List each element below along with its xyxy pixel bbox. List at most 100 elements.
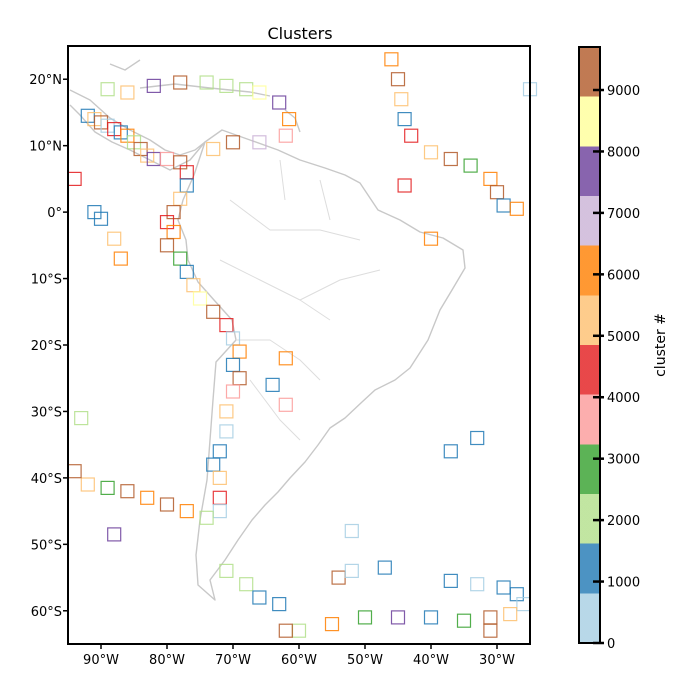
x-tick-label-5: 40°W — [413, 653, 449, 668]
colorbar-ticks: 0 1000 2000 3000 4000 5000 6000 7000 8000 9000 — [593, 84, 640, 652]
plot-area — [68, 46, 530, 644]
cluster-point-81 — [357, 610, 373, 625]
cluster-point-41 — [140, 490, 155, 505]
cluster-point-94 — [443, 444, 458, 459]
cluster-point-32 — [219, 424, 234, 439]
cluster-point-87 — [377, 560, 392, 575]
cluster-point-90 — [219, 563, 234, 579]
cluster-point-23 — [192, 291, 208, 306]
cluster-point-60 — [384, 52, 399, 67]
cluster-point-31 — [219, 404, 234, 419]
cluster-point-80 — [390, 610, 406, 625]
cluster-point-65 — [423, 145, 439, 160]
cluster-point-19 — [159, 238, 175, 253]
cluster-point-46 — [100, 82, 115, 97]
cluster-point-44 — [80, 477, 95, 492]
cluster-point-39 — [179, 504, 194, 519]
cluster-point-56 — [278, 128, 293, 143]
cluster-point-63 — [397, 111, 412, 127]
colorbar-tick-label-3: 3000 — [607, 453, 640, 468]
cluster-point-43 — [100, 480, 115, 495]
cluster-point-66 — [443, 151, 458, 167]
cluster-point-106 — [397, 178, 412, 193]
cluster-point-93 — [344, 523, 359, 539]
cluster-point-50 — [199, 75, 214, 90]
x-tick-label-2: 70°W — [215, 653, 251, 668]
colorbar — [578, 46, 601, 644]
cluster-point-84 — [278, 623, 293, 638]
cluster-point-48 — [146, 78, 161, 94]
y-tick-label-5: 30°S — [31, 405, 62, 420]
cluster-point-40 — [159, 497, 175, 512]
cluster-point-24 — [206, 304, 221, 319]
colorbar-tick-label-8: 8000 — [607, 145, 640, 160]
y-tick-label-1: 10°N — [29, 140, 62, 155]
cluster-point-72 — [470, 577, 485, 592]
cluster-point-108 — [265, 377, 280, 392]
colorbar-tick-label-2: 2000 — [607, 514, 640, 529]
cluster-point-58 — [225, 135, 241, 150]
cluster-point-102 — [107, 231, 122, 246]
cluster-point-86 — [344, 563, 359, 579]
x-tick-label-3: 60°W — [281, 653, 317, 668]
y-tick-label-4: 20°S — [31, 339, 62, 354]
cluster-point-96 — [483, 623, 498, 638]
colorbar-tick-label-1: 1000 — [607, 576, 640, 591]
y-tick-label-2: 0° — [47, 206, 62, 221]
cluster-point-53 — [252, 85, 267, 100]
cluster-point-64 — [404, 128, 419, 143]
y-axis-ticks: 20°N 10°N 0° 10°S 20°S 30°S 40°S 50°S 60°S — [29, 73, 68, 620]
cluster-point-49 — [173, 75, 188, 90]
cluster-point-79 — [423, 610, 439, 625]
x-tick-label-1: 80°W — [149, 653, 185, 668]
cluster-point-62 — [394, 92, 409, 107]
x-tick-label-4: 50°W — [347, 653, 383, 668]
cluster-point-91 — [252, 590, 267, 605]
colorbar-tick-label-9: 9000 — [607, 84, 640, 99]
cluster-point-95 — [470, 430, 485, 446]
cluster-point-107 — [278, 351, 293, 366]
cluster-point-55 — [282, 111, 297, 127]
cluster-point-61 — [390, 72, 406, 87]
cluster-point-82 — [324, 616, 340, 632]
colorbar-label: cluster # — [653, 313, 669, 377]
y-tick-label-3: 10°S — [31, 273, 62, 288]
cluster-point-88 — [443, 573, 458, 589]
colorbar-tick-label-4: 4000 — [607, 391, 640, 406]
y-tick-label-8: 60°S — [31, 605, 62, 620]
cluster-point-57 — [252, 135, 267, 150]
cluster-point-97 — [107, 527, 122, 542]
cluster-point-101 — [93, 211, 109, 226]
country-borders — [219, 159, 381, 441]
colorbar-tick-label-0: 0 — [607, 637, 615, 652]
cluster-point-38 — [199, 510, 214, 525]
x-tick-label-6: 30°W — [479, 653, 515, 668]
y-tick-label-7: 50°S — [31, 538, 62, 553]
y-tick-label-6: 40°S — [31, 472, 62, 487]
cluster-point-47 — [120, 85, 135, 100]
cluster-point-98 — [74, 411, 89, 426]
cluster-point-59 — [206, 141, 221, 157]
colorbar-tick-label-6: 6000 — [607, 268, 640, 283]
cluster-point-42 — [120, 484, 135, 499]
cluster-point-103 — [113, 251, 128, 266]
colorbar-tick-label-7: 7000 — [607, 207, 640, 222]
x-tick-label-0: 90°W — [83, 653, 119, 668]
cluster-point-35 — [212, 470, 227, 485]
cluster-point-109 — [278, 397, 293, 412]
cluster-point-71 — [509, 201, 524, 216]
colorbar-tick-label-5: 5000 — [607, 330, 640, 345]
cluster-point-54 — [272, 95, 287, 110]
cluster-point-51 — [219, 78, 234, 94]
cluster-point-105 — [423, 231, 439, 246]
x-axis-ticks: 90°W 80°W 70°W 60°W 50°W 40°W 30°W — [83, 644, 515, 668]
chart-title: Clusters — [267, 24, 332, 43]
cluster-point-67 — [463, 158, 478, 173]
cluster-point-76 — [503, 606, 518, 622]
cluster-point-89 — [239, 577, 254, 592]
y-tick-label-0: 20°N — [29, 73, 62, 88]
cluster-point-78 — [456, 613, 472, 628]
cluster-point-30 — [225, 384, 241, 399]
data-points — [67, 52, 538, 638]
